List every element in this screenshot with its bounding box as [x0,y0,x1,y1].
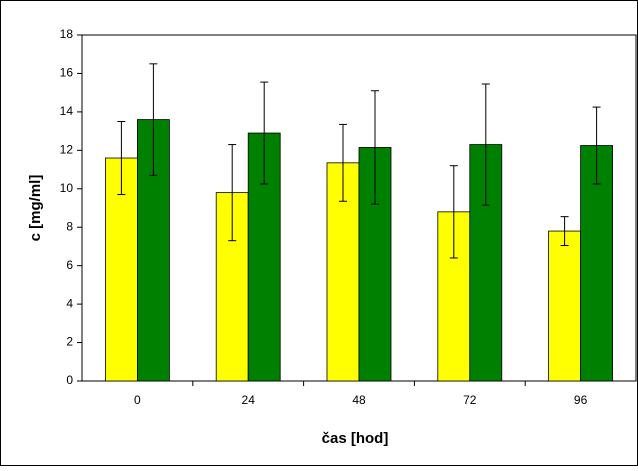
x-tick-label: 24 [242,393,256,407]
x-tick-label: 96 [574,393,588,407]
x-axis-title: čas [hod] [322,430,389,447]
y-tick-label: 10 [60,181,74,195]
y-axis-title: c [mg/ml] [27,175,44,242]
y-tick-label: 18 [60,27,74,41]
y-tick-label: 0 [66,373,73,387]
bar [105,157,138,382]
bar [548,230,581,382]
x-tick-label: 48 [352,393,366,407]
y-tick-label: 4 [66,296,73,310]
x-tick-label: 72 [463,393,477,407]
x-tick-label: 0 [134,393,141,407]
y-tick-label: 8 [66,219,73,233]
y-tick-label: 6 [66,258,73,272]
y-tick-label: 16 [60,66,74,80]
bar [580,145,613,382]
y-tick-label: 14 [60,104,74,118]
y-tick-label: 2 [66,335,73,349]
y-tick-label: 12 [60,143,74,157]
